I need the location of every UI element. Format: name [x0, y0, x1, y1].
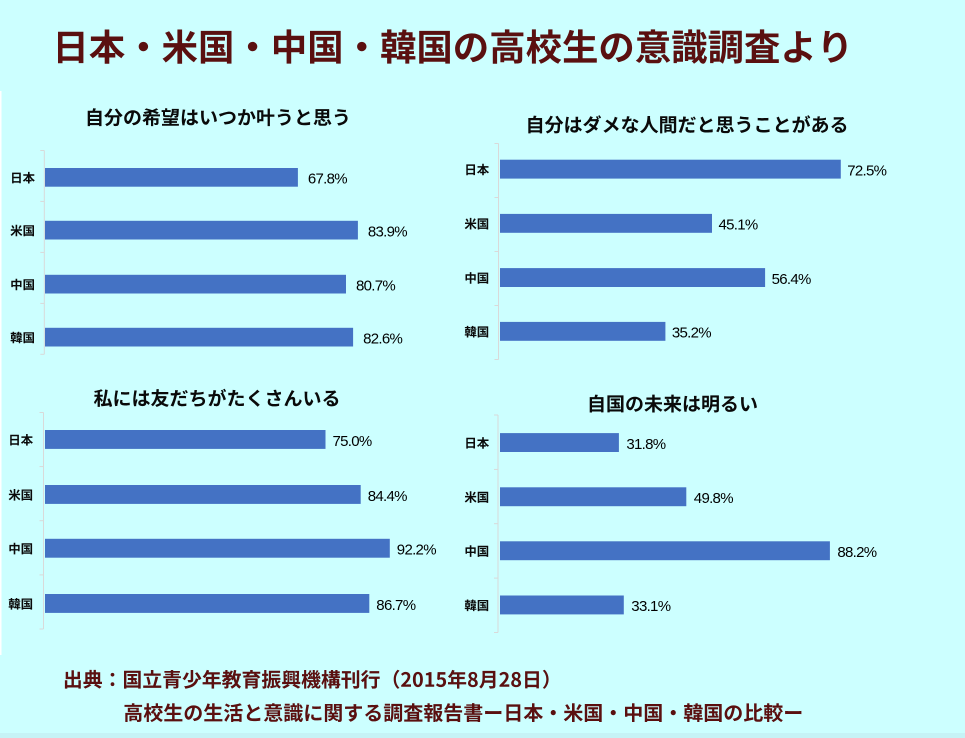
- svg-text:31.8%: 31.8%: [626, 436, 665, 453]
- svg-text:92.2%: 92.2%: [397, 542, 436, 559]
- svg-text:33.1%: 33.1%: [631, 598, 670, 615]
- svg-text:88.2%: 88.2%: [837, 544, 876, 561]
- svg-text:75.0%: 75.0%: [333, 433, 372, 450]
- svg-text:86.7%: 86.7%: [376, 597, 415, 614]
- svg-text:72.5%: 72.5%: [847, 162, 886, 179]
- svg-text:80.7%: 80.7%: [356, 278, 395, 295]
- svg-text:49.8%: 49.8%: [694, 490, 733, 507]
- svg-text:67.8%: 67.8%: [308, 171, 347, 188]
- svg-text:35.2%: 35.2%: [672, 325, 711, 342]
- svg-text:56.4%: 56.4%: [772, 271, 811, 288]
- svg-text:83.9%: 83.9%: [368, 224, 407, 241]
- svg-text:84.4%: 84.4%: [368, 488, 407, 505]
- svg-text:82.6%: 82.6%: [363, 331, 402, 348]
- svg-text:45.1%: 45.1%: [719, 217, 758, 234]
